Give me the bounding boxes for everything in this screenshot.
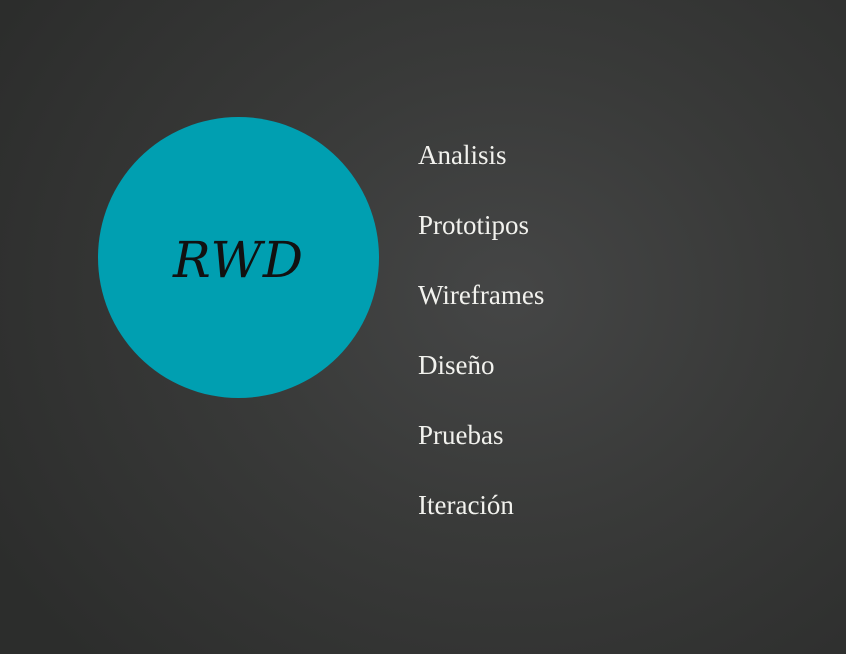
step-item: Diseño (418, 350, 495, 380)
circle-label: RWD (172, 230, 305, 289)
rwd-circle: RWD (98, 117, 379, 398)
step-item: Wireframes (418, 280, 545, 310)
step-item: Analisis (418, 140, 507, 170)
step-item: Pruebas (418, 420, 504, 450)
step-item: Prototipos (418, 210, 530, 240)
step-item: Iteración (418, 490, 514, 520)
process-step-list: Analisis Prototipos Wireframes Diseño Pr… (418, 138, 544, 523)
